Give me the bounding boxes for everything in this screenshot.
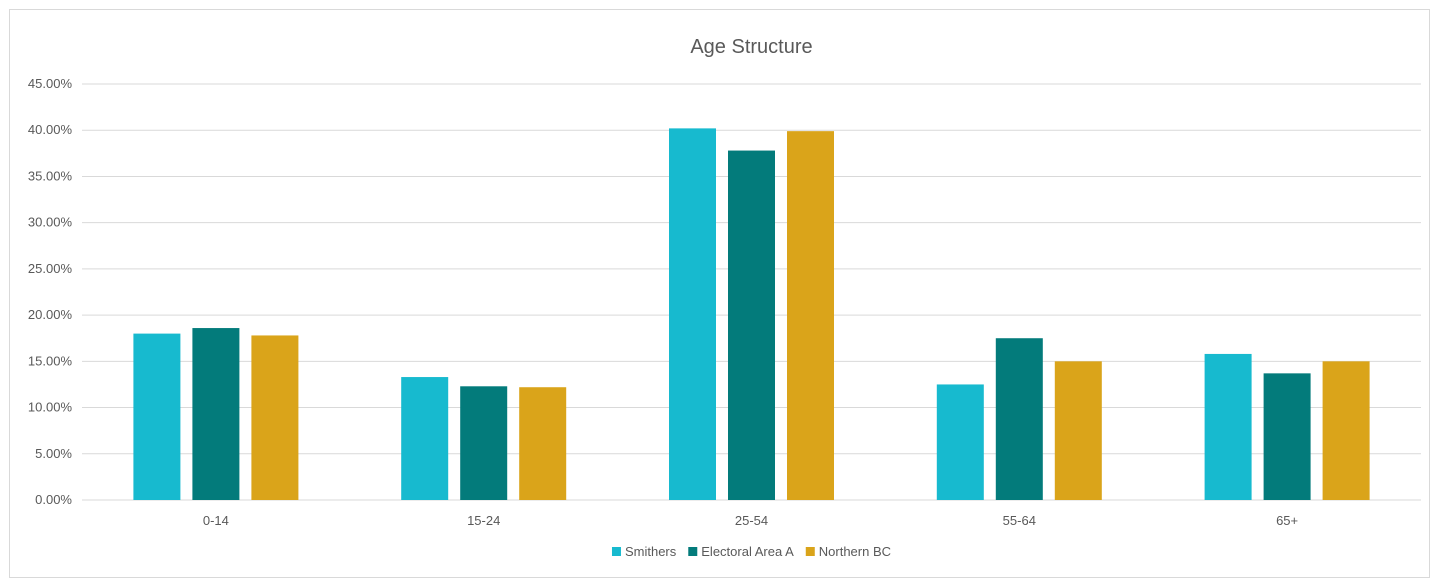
legend-label: Northern BC	[819, 544, 891, 559]
bars	[133, 128, 1370, 500]
x-tick-label: 25-54	[735, 513, 768, 528]
legend-swatch-electoral-area-a	[688, 547, 698, 556]
bar-smithers-15-24	[401, 377, 449, 500]
bar-smithers-65+	[1204, 353, 1252, 500]
y-axis-tick-labels: 0.00% 5.00% 10.00% 15.00% 20.00% 25.00% 30.00%…	[28, 76, 73, 507]
y-tick-label: 15.00%	[28, 353, 73, 368]
bar-smithers-25-54	[669, 128, 716, 500]
y-tick-label: 40.00%	[28, 122, 73, 137]
chart-area: Age Structure 0.00% 5.00% 10.00% 15.00% 20.0…	[9, 9, 1430, 578]
bar-northern-bc-25-54	[787, 131, 834, 500]
bar-smithers-0-14	[133, 333, 181, 500]
bar-electoral-area-a-65+	[1263, 373, 1311, 500]
bar-electoral-area-a-55-64	[995, 338, 1043, 500]
legend-label: Electoral Area A	[701, 544, 794, 559]
y-tick-label: 25.00%	[28, 261, 73, 276]
legend-label: Smithers	[625, 544, 677, 559]
y-tick-label: 35.00%	[28, 168, 73, 183]
chart-title: Age Structure	[690, 36, 812, 58]
y-tick-label: 0.00%	[35, 492, 72, 507]
x-tick-label: 55-64	[1003, 513, 1036, 528]
x-tick-label: 0-14	[203, 513, 229, 528]
bar-electoral-area-a-0-14	[192, 328, 240, 500]
x-tick-label: 65+	[1276, 513, 1298, 528]
age-structure-chart: Age Structure 0.00% 5.00% 10.00% 15.00% 20.0…	[28, 36, 1421, 559]
y-tick-label: 20.00%	[28, 307, 73, 322]
bar-northern-bc-0-14	[251, 335, 299, 500]
y-tick-label: 30.00%	[28, 215, 73, 230]
legend-swatch-smithers	[611, 547, 621, 556]
bar-electoral-area-a-25-54	[728, 150, 775, 500]
x-axis-tick-labels: 0-14 15-24 25-54 55-64 65+	[203, 513, 1298, 528]
bar-northern-bc-65+	[1322, 361, 1370, 500]
y-tick-label: 5.00%	[35, 446, 72, 461]
bar-northern-bc-15-24	[519, 387, 567, 500]
y-tick-label: 45.00%	[28, 76, 73, 91]
x-tick-label: 15-24	[467, 513, 500, 528]
bar-electoral-area-a-15-24	[460, 386, 508, 500]
bar-northern-bc-55-64	[1054, 361, 1102, 500]
legend: Smithers Electoral Area A Northern BC	[611, 544, 891, 559]
y-tick-label: 10.00%	[28, 400, 73, 415]
bar-smithers-55-64	[936, 384, 984, 500]
legend-swatch-northern-bc	[805, 547, 815, 556]
